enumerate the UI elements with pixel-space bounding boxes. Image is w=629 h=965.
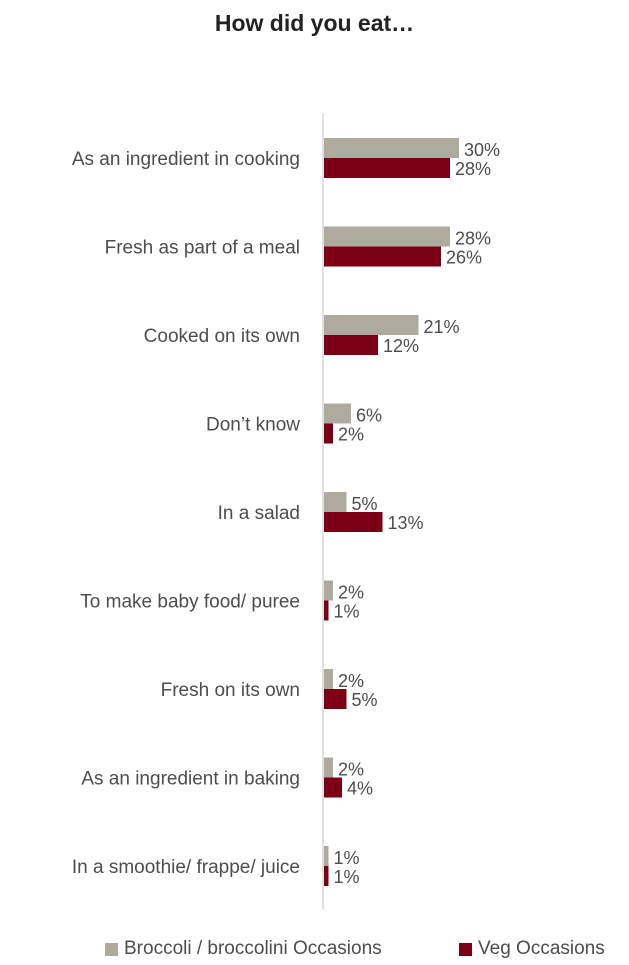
data-label-series-2: 4% xyxy=(347,779,373,799)
bar-series-1 xyxy=(324,669,333,689)
legend-label-series-2: Veg Occasions xyxy=(478,938,605,959)
legend-item-series-2: Veg Occasions xyxy=(459,938,605,960)
legend-swatch-series-2 xyxy=(459,942,472,956)
data-label-series-1: 30% xyxy=(464,140,500,160)
data-label-series-2: 1% xyxy=(334,602,360,622)
data-label-series-2: 13% xyxy=(388,513,424,533)
data-label-series-1: 1% xyxy=(334,848,360,868)
bar-series-1 xyxy=(324,403,351,424)
bar-series-1 xyxy=(324,315,419,335)
data-label-series-2: 1% xyxy=(334,867,360,887)
data-label-series-1: 5% xyxy=(352,494,378,514)
category-label: In a salad xyxy=(218,503,300,524)
category-label: To make baby food/ puree xyxy=(80,592,300,613)
bar-series-2 xyxy=(324,246,441,267)
bar-series-2 xyxy=(324,423,333,444)
legend-label-series-1: Broccoli / broccolini Occasions xyxy=(124,938,382,959)
legend: Broccoli / broccolini Occasions Veg Occa… xyxy=(0,938,629,964)
legend-swatch-series-1 xyxy=(105,942,118,956)
chart-title: How did you eat… xyxy=(214,10,415,36)
bar-series-2 xyxy=(324,866,329,886)
data-label-series-2: 2% xyxy=(338,425,364,445)
data-label-series-2: 12% xyxy=(383,336,419,356)
bar-series-2 xyxy=(324,158,450,178)
category-label: As an ingredient in cooking xyxy=(72,149,300,170)
category-label: Fresh on its own xyxy=(161,680,300,701)
category-label: In a smoothie/ frappe/ juice xyxy=(72,857,300,878)
bar-series-2 xyxy=(324,689,347,709)
bar-series-2 xyxy=(324,335,378,355)
data-label-series-1: 21% xyxy=(424,317,460,337)
category-label: As an ingredient in baking xyxy=(81,769,300,790)
data-label-series-1: 28% xyxy=(455,229,491,249)
data-label-series-2: 26% xyxy=(446,248,482,268)
bar-series-1 xyxy=(324,226,450,247)
data-label-series-1: 2% xyxy=(338,583,364,603)
legend-item-series-1: Broccoli / broccolini Occasions xyxy=(105,938,382,960)
category-label: Fresh as part of a meal xyxy=(105,238,300,259)
bar-series-1 xyxy=(324,138,459,158)
data-label-series-2: 5% xyxy=(352,690,378,710)
bar-series-1 xyxy=(324,580,333,601)
data-label-series-1: 2% xyxy=(338,760,364,780)
data-label-series-1: 6% xyxy=(356,406,382,426)
bar-series-2 xyxy=(324,512,383,532)
category-label: Don’t know xyxy=(206,415,300,436)
bar-series-1 xyxy=(324,492,347,512)
data-label-series-1: 2% xyxy=(338,671,364,691)
data-label-series-2: 28% xyxy=(455,159,491,179)
bar-chart: As an ingredient in cooking 30%28%Fresh a… xyxy=(72,113,500,910)
bar-series-2 xyxy=(324,777,342,798)
bar-series-1 xyxy=(324,846,329,866)
bar-series-2 xyxy=(324,600,329,621)
bar-series-1 xyxy=(324,757,333,778)
category-label: Cooked on its own xyxy=(144,326,300,347)
